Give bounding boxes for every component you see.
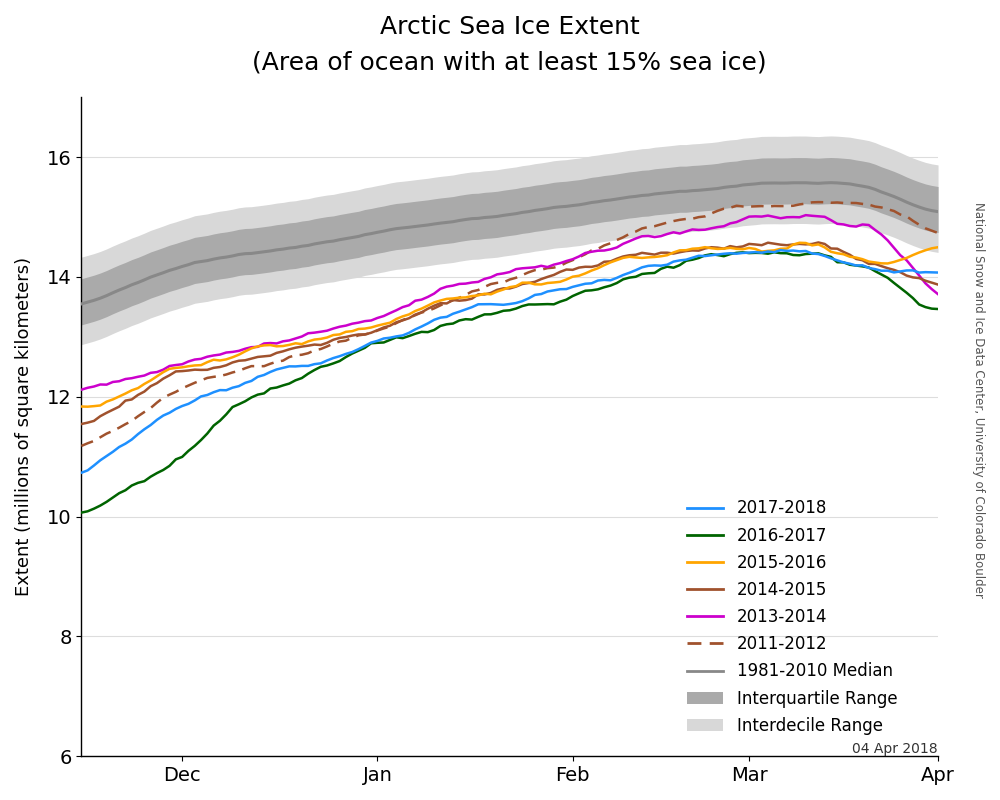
Legend: 2017-2018, 2016-2017, 2015-2016, 2014-2015, 2013-2014, 2011-2012, 1981-2010 Medi: 2017-2018, 2016-2017, 2015-2016, 2014-20… — [680, 493, 904, 742]
Title: Arctic Sea Ice Extent
(Area of ocean with at least 15% sea ice): Arctic Sea Ice Extent (Area of ocean wit… — [252, 15, 767, 74]
Text: National Snow and Ice Data Center, University of Colorado Boulder: National Snow and Ice Data Center, Unive… — [972, 202, 985, 598]
Text: 04 Apr 2018: 04 Apr 2018 — [852, 742, 938, 756]
Y-axis label: Extent (millions of square kilometers): Extent (millions of square kilometers) — [15, 257, 33, 596]
